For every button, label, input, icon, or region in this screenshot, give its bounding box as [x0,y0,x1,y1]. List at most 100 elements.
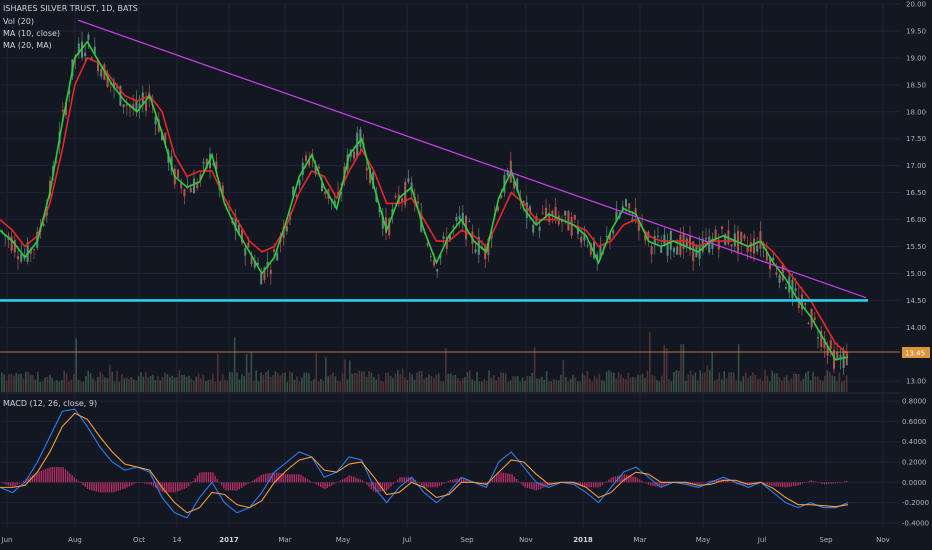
indicator-ma10[interactable]: MA (10, close) [3,29,60,38]
volume-bar [70,379,73,392]
candle-body [234,217,237,231]
volume-bar [512,376,514,392]
volume-bar [356,373,358,392]
indicator-ma20[interactable]: MA (20, MA) [3,41,52,50]
indicator-volume[interactable]: Vol (20) [3,17,34,26]
volume-bar [265,372,267,392]
macd-hist-bar [597,482,599,488]
macd-hist-bar [427,482,430,488]
candle-body [285,225,288,232]
macd-hist-bar [67,471,69,483]
macd-hist-bar [520,482,522,484]
volume-bar [682,344,685,392]
macd-hist-bar [397,479,399,483]
candle-body [269,269,272,274]
volume-bar [231,372,233,392]
macd-hist-bar [788,482,790,487]
volume-bar [644,377,646,392]
time-axis[interactable]: Jun Aug Oct 14 2017 Mar May Jul Sep Nov 2018 Mar May… [1,536,890,544]
candle-body [308,160,311,166]
volume-bar [459,381,461,392]
macd-hist-bar [276,472,278,483]
macd-hist-bar [595,482,597,488]
price-tick-label: 14.00 [906,324,926,332]
macd-hist-bar [727,480,729,483]
volume-bar [27,372,29,392]
macd-hist-bar [496,475,498,483]
volume-bar [829,371,831,392]
volume-bar [308,373,310,392]
macd-hist-bar [328,482,331,487]
macd-hist-bar [658,482,661,488]
candle-body [365,167,368,171]
candle-body [212,163,215,165]
volume-bar [385,372,387,392]
volume-bar [538,378,541,392]
volume-bar [221,374,224,392]
volume-bar [543,379,545,392]
volume-bar [392,377,394,392]
volume-bar [49,374,51,392]
macd-hist-bar [812,480,815,483]
candle-body [804,303,807,305]
candle-body [340,192,343,195]
macd-hist-bar [381,482,383,492]
macd-hist-bar [766,482,768,485]
macd-hist-bar [333,482,335,485]
volume-bar [142,376,145,392]
volume-bar [159,380,161,392]
candle-body [221,185,224,195]
macd-hist-bar [284,473,287,483]
macd-hist-bar [185,482,188,488]
volume-bar [800,381,802,392]
volume-bar [118,381,121,392]
candle-body [836,352,839,359]
volume-bar [152,374,154,392]
macd-hist-bar [353,476,355,483]
macd-hist-bar [181,482,183,490]
volume-bar [819,379,821,392]
macd-axis[interactable]: 0.8000 0.6000 0.4000 0.2000 0.0000 -0.2000 -0.… [902,398,929,528]
volume-bar [658,381,661,392]
macd-hist-bar [192,480,194,483]
macd-hist-bar [731,482,733,483]
volume-bar [53,381,56,392]
macd-hist-bar [606,481,608,483]
candle-body [580,236,583,243]
time-tick-label: Sep [460,536,474,544]
macd-label[interactable]: MACD (12, 26, close, 9) [3,399,97,408]
candle-body [42,223,45,226]
candle-body [599,246,602,259]
candle-body [196,181,199,189]
macd-hist-bar [174,482,177,493]
macd-hist-bar [485,482,487,486]
trendline[interactable] [77,19,867,299]
macd-hist-bar [148,482,150,485]
macd-hist-bar [335,482,337,484]
macd-hist-bar [522,482,524,486]
macd-hist-bar [797,482,799,486]
macd-hist-bar [214,475,216,483]
macd-hist-bar [667,482,669,485]
volume-bar [397,370,399,392]
volume-bar [418,371,421,392]
volume-bar [557,380,560,392]
macd-hist-bar [665,482,667,486]
price-axis[interactable]: 20.00 19.50 19.00 18.50 18.00 17.50 17.00 16.50… [906,1,926,386]
volume-bar [212,373,214,392]
candle-body [125,104,128,106]
macd-hist-bar [735,482,738,485]
candle-body [781,263,784,281]
volume-bar [428,374,430,392]
volume-bar [106,377,109,392]
macd-hist-bar [386,482,388,491]
candle-body [132,104,135,109]
candle-body [791,279,794,298]
macd-tick-label: 0.8000 [902,398,927,406]
volume-bar [253,380,255,392]
macd-hist-bar [817,482,819,483]
candle-body [634,208,637,215]
candle-body [26,242,29,262]
volume-bar [305,372,308,392]
